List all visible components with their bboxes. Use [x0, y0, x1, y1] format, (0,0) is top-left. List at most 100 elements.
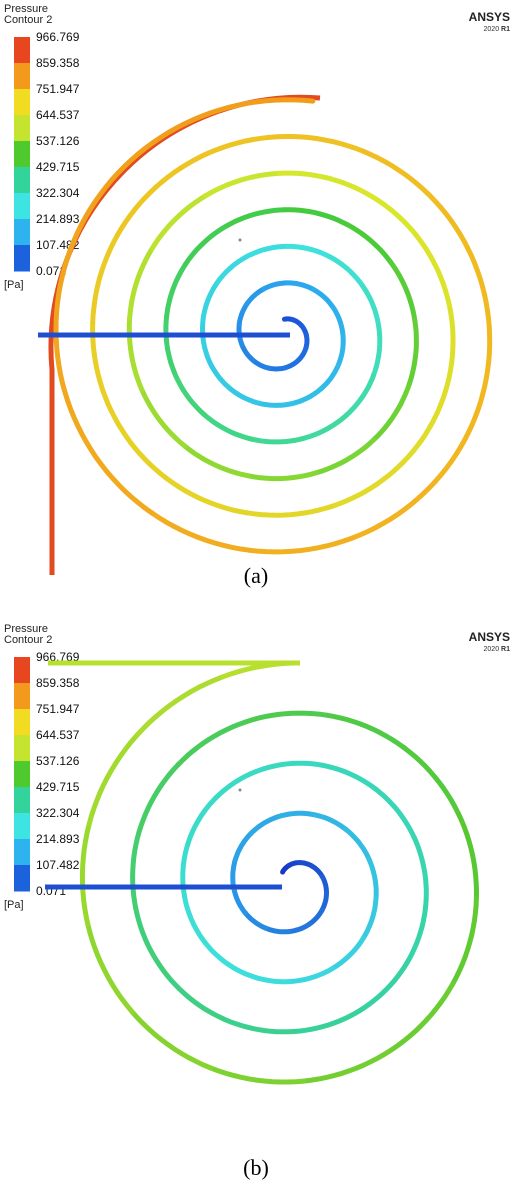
coil-tube: [185, 225, 227, 264]
coil-tube: [205, 943, 243, 973]
coil-tube: [347, 375, 374, 415]
coil-tube: [278, 173, 354, 187]
legend-label: 644.537: [36, 108, 80, 122]
coil-tube: [246, 713, 327, 722]
coil-tube: [152, 513, 249, 550]
coil-tube: [217, 256, 247, 283]
legend-swatch: [14, 657, 30, 684]
legend-label: 966.769: [36, 30, 80, 44]
legend-label: 429.715: [36, 780, 80, 794]
logo: ANSYS: [469, 10, 510, 24]
coil-tube: [208, 357, 229, 387]
coil-tube: [441, 207, 485, 294]
coil-tube: [259, 403, 293, 405]
coil-tube: [294, 1011, 360, 1032]
coil-tube: [152, 196, 205, 249]
legend-label: 751.947: [36, 702, 80, 716]
legend-swatch: [14, 839, 30, 866]
coil-tube: [130, 248, 153, 318]
coil-tube: [327, 715, 404, 747]
legend-swatch: [14, 141, 30, 168]
legend-label: 107.482: [36, 858, 80, 872]
coil-tube: [245, 913, 265, 928]
coil-tube: [285, 210, 344, 223]
coil-tube: [205, 416, 252, 440]
legend-label: 537.126: [36, 134, 80, 148]
coil-tube: [253, 360, 269, 368]
coil-tube: [391, 262, 415, 320]
legend-swatch: [14, 167, 30, 194]
coil-tube: [363, 286, 379, 329]
version-year: 2020: [484, 646, 500, 653]
coil-tube: [142, 390, 185, 446]
coil-tube: [404, 747, 458, 813]
coil-tube: [293, 389, 322, 404]
legend-label: 429.715: [36, 160, 80, 174]
legend-label: 859.358: [36, 56, 80, 70]
coil-tube: [374, 384, 409, 439]
coil-tube: [339, 334, 343, 364]
coil-tube: [242, 345, 253, 361]
legend-swatch: [14, 89, 30, 116]
coil-tube: [129, 319, 142, 390]
coil-tube: [206, 173, 279, 195]
coil-tube: [188, 798, 216, 844]
coil-tube: [235, 833, 251, 859]
coil-tube: [93, 235, 118, 323]
coil-tube: [415, 838, 427, 900]
coil-tube: [289, 968, 332, 981]
logo: ANSYS: [469, 630, 510, 644]
legend-subtitle: Contour 2: [4, 634, 52, 646]
coil-tube: [247, 506, 332, 515]
coil-tube: [417, 236, 450, 309]
legend-label: 322.304: [36, 186, 80, 200]
coil-tube: [247, 246, 287, 256]
coil-tube: [321, 363, 339, 389]
legend-unit: [Pa]: [4, 279, 24, 291]
coil-tube: [89, 735, 137, 825]
legend-label: 751.947: [36, 82, 80, 96]
coil-tube: [322, 765, 377, 790]
coil-tube: [88, 924, 132, 1012]
coil-tube: [167, 976, 225, 1020]
figure: PressureContour 2966.769859.358751.94764…: [0, 0, 511, 1198]
coil-tube: [303, 415, 347, 439]
coil-tube: [257, 100, 313, 102]
coil-tube: [446, 309, 453, 390]
coil-tube: [233, 860, 236, 889]
coil-tube: [289, 924, 309, 931]
coil-tube: [251, 817, 279, 834]
legend-swatch: [14, 193, 30, 220]
probe-dot: [239, 239, 242, 242]
legend-label: 859.358: [36, 676, 80, 690]
version: 2020 R1: [484, 646, 511, 653]
coil-tube: [322, 892, 326, 910]
coil-tube: [377, 790, 415, 838]
legend-swatch: [14, 787, 30, 814]
caption: (a): [244, 563, 268, 588]
coil-tube: [407, 900, 426, 962]
coil-tube: [203, 283, 217, 320]
legend-unit: [Pa]: [4, 899, 24, 911]
coil-tube: [264, 763, 322, 768]
coil-tube: [132, 1012, 210, 1068]
coil-tube: [329, 257, 362, 286]
coil-tube: [453, 898, 477, 984]
coil-tube: [391, 984, 453, 1050]
coil-tube: [247, 289, 264, 304]
coil-tube: [174, 372, 205, 416]
coil-tube: [185, 446, 248, 476]
coil-tube: [404, 390, 446, 461]
legend-swatch: [14, 709, 30, 736]
coil-tube: [316, 440, 374, 473]
coil-tube: [167, 479, 247, 513]
version: 2020 R1: [484, 26, 511, 33]
coil-tube: [288, 283, 313, 289]
coil-tube: [369, 859, 376, 898]
coil-tube: [139, 765, 178, 832]
legend-label: 214.893: [36, 212, 80, 226]
coil-tube: [203, 320, 208, 357]
legend-swatch: [14, 219, 30, 246]
coil-tube: [355, 187, 417, 236]
coil-tube: [228, 210, 285, 226]
